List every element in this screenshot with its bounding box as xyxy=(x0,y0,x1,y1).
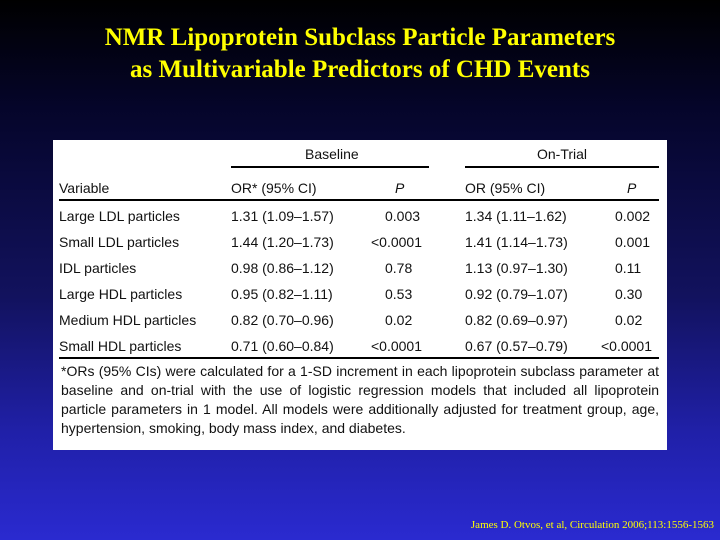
results-table: Baseline On-Trial Variable OR* (95% CI) … xyxy=(53,140,667,450)
table-cell-variable: Medium HDL particles xyxy=(59,312,197,328)
col-header-variable: Variable xyxy=(59,180,110,196)
table-cell-baseline-or: 0.95 (0.82–1.11) xyxy=(231,286,333,302)
footer-rule xyxy=(59,357,659,359)
table-cell-variable: IDL particles xyxy=(59,260,137,276)
table-cell-baseline-or: 0.98 (0.86–1.12) xyxy=(231,260,334,276)
table-cell-ontrial-or: 0.82 (0.69–0.97) xyxy=(465,312,568,328)
table-cell-baseline-p: 0.003 xyxy=(385,208,421,224)
col-header-ontrial-p: P xyxy=(627,180,637,196)
table-cell-baseline-or: 1.44 (1.20–1.73) xyxy=(231,234,334,250)
table-cell-baseline-p: 0.78 xyxy=(385,260,413,276)
table-cell-baseline-p: <0.0001 xyxy=(371,338,422,354)
table-cell-baseline-p: <0.0001 xyxy=(371,234,422,250)
slide-title: NMR Lipoprotein Subclass Particle Parame… xyxy=(0,22,720,86)
baseline-group-header: Baseline xyxy=(305,146,359,162)
slide-title-line2: as Multivariable Predictors of CHD Event… xyxy=(130,56,590,83)
table-cell-baseline-p: 0.02 xyxy=(385,312,413,328)
ontrial-group-rule xyxy=(465,166,659,168)
col-header-baseline-p: P xyxy=(395,180,405,196)
table-cell-ontrial-p: 0.002 xyxy=(615,208,651,224)
table-cell-baseline-or: 0.71 (0.60–0.84) xyxy=(231,338,334,354)
baseline-group-rule xyxy=(231,166,429,168)
table-cell-ontrial-p: 0.30 xyxy=(615,286,643,302)
table-cell-baseline-or: 1.31 (1.09–1.57) xyxy=(231,208,334,224)
header-rule xyxy=(59,199,659,201)
table-cell-variable: Large LDL particles xyxy=(59,208,180,224)
table-cell-ontrial-or: 0.92 (0.79–1.07) xyxy=(465,286,568,302)
table-cell-variable: Small HDL particles xyxy=(59,338,182,354)
table-cell-variable: Small LDL particles xyxy=(59,234,180,250)
table-cell-ontrial-or: 1.13 (0.97–1.30) xyxy=(465,260,568,276)
ontrial-group-header: On-Trial xyxy=(537,146,588,162)
table-cell-ontrial-or: 0.67 (0.57–0.79) xyxy=(465,338,568,354)
table-cell-ontrial-p: 0.001 xyxy=(615,234,651,250)
table-cell-baseline-p: 0.53 xyxy=(385,286,413,302)
slide-title-line1: NMR Lipoprotein Subclass Particle Parame… xyxy=(104,24,616,51)
table-cell-ontrial-p: 0.11 xyxy=(615,260,642,276)
table-cell-variable: Large HDL particles xyxy=(59,286,183,302)
table-cell-ontrial-p: <0.0001 xyxy=(601,338,652,354)
table-cell-ontrial-or: 1.41 (1.14–1.73) xyxy=(465,234,568,250)
col-header-baseline-or: OR* (95% CI) xyxy=(231,180,317,196)
citation: James D. Otvos, et al, Circulation 2006;… xyxy=(470,519,714,531)
table-footnote: *ORs (95% CIs) were calculated for a 1-S… xyxy=(61,363,659,436)
col-header-ontrial-or: OR (95% CI) xyxy=(465,180,546,196)
table-cell-baseline-or: 0.82 (0.70–0.96) xyxy=(231,312,334,328)
table-cell-ontrial-p: 0.02 xyxy=(615,312,643,328)
table-cell-ontrial-or: 1.34 (1.11–1.62) xyxy=(465,208,567,224)
